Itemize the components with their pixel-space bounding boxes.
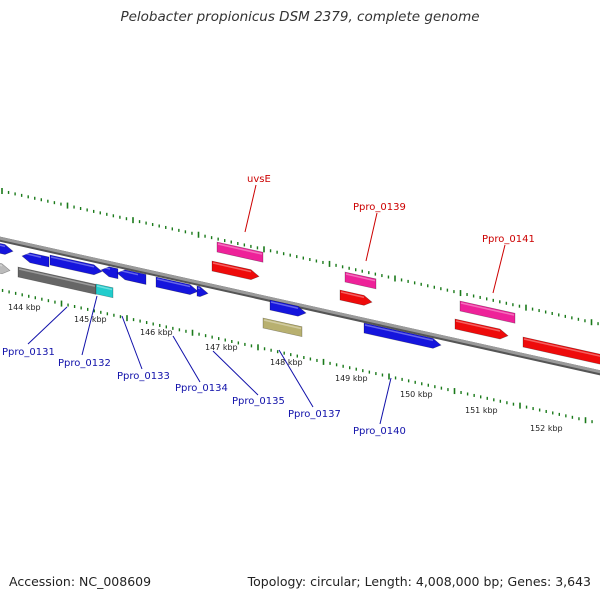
callout-ppro-0137 [278,349,314,408]
callout-ppro-0134 [172,335,201,383]
gene-label-ppro-0132: Ppro_0132 [58,358,111,369]
scale-label-148: 148 kbp [270,358,303,367]
scale-label-151: 151 kbp [465,406,498,415]
gene-red-b-highlight [340,291,365,299]
gene-blue-a-highlight [0,244,6,248]
gene-label-uvsE: uvsE [247,174,271,185]
gene-blue-c [49,254,103,276]
scale-label-146: 146 kbp [140,328,173,337]
gene-lightgray [0,263,11,275]
gene-cyan-highlight [96,285,113,291]
scale-label-149: 149 kbp [335,374,368,383]
callout-lines [27,184,506,425]
gene-blue-g [196,285,209,297]
gene-pink-uvsE-highlight [217,243,263,255]
gene-label-ppro-0133: Ppro_0133 [117,371,170,382]
callout-ppro-0141 [492,244,506,294]
gene-labels: uvsE Ppro_0139 Ppro_0141 Ppro_0131 Ppro_… [2,174,535,437]
scale-label-152: 152 kbp [530,424,563,433]
callout-ppro-0135 [212,350,259,396]
map-title: Pelobacter propionicus DSM 2379, complet… [120,9,480,25]
callout-ppro-0139 [365,212,378,262]
scale-label-144: 144 kbp [8,303,41,312]
gene-label-ppro-0135: Ppro_0135 [232,396,285,407]
gene-blue-e-highlight [117,269,139,276]
gene-blue-0140-highlight [364,324,434,342]
gene-label-ppro-0140: Ppro_0140 [353,426,406,437]
gene-blue-0140 [363,322,442,349]
gene-blue-0140-body [363,322,442,349]
gene-blue-g-body [196,285,209,297]
gene-red-b [339,289,373,306]
gene-blue-b-highlight [22,252,42,258]
gene-label-ppro-0131: Ppro_0131 [2,347,55,358]
gene-red-a [211,260,260,280]
inner-tick-row [1,288,593,424]
gene-blue-a-body [0,243,14,255]
topology-summary: Topology: circular; Length: 4,008,000 bp… [247,574,591,589]
gene-pink-0141-body [459,300,516,324]
accession-text: Accession: NC_008609 [9,574,152,589]
gene-label-ppro-0134: Ppro_0134 [175,383,228,394]
gene-cyan [95,283,114,299]
gene-blue-h-body [269,299,307,317]
gene-gray [17,266,97,295]
gene-cyan-body [95,283,114,299]
gene-lightgray-highlight [0,264,3,267]
gene-label-ppro-0139: Ppro_0139 [353,202,406,213]
gene-blue-a [0,243,14,255]
gene-label-ppro-0141: Ppro_0141 [482,234,535,245]
gene-pink-0139-highlight [345,273,376,282]
gene-lightgray-body [0,263,11,275]
gene-blue-d [100,266,119,280]
gene-blue-d-highlight [101,266,111,270]
gene-gray-highlight [18,268,96,287]
gene-gray-body [17,266,97,295]
gene-pink-uvsE [216,241,264,263]
gene-blue-c-body [49,254,103,276]
gene-blue-g-highlight [197,287,201,290]
callout-ppro-0140 [379,377,392,425]
gene-red-d-highlight [523,338,600,357]
gene-red-a-body [211,260,260,280]
gene-pink-0141-highlight [460,302,515,316]
gene-red-d [522,336,600,365]
gene-blue-f-highlight [156,278,191,288]
callout-ppro-0133 [121,315,143,370]
callout-ppro-0131 [27,306,68,345]
gene-pink-0139 [344,271,377,290]
gene-pink-0141 [459,300,516,324]
gene-pink-0139-body [344,271,377,290]
genome-axis [0,236,600,374]
gene-blue-h-highlight [270,301,299,309]
gene-blue-c-highlight [50,256,95,268]
gene-features [0,241,600,365]
gene-olive-highlight [263,319,302,330]
gene-red-b-body [339,289,373,306]
gene-pink-uvsE-body [216,241,264,263]
gene-blue-f-body [155,276,199,295]
outer-tick-row [1,188,599,326]
gene-red-a-highlight [212,262,252,273]
scale-label-150: 150 kbp [400,390,433,399]
callout-ppro-0132 [81,295,98,356]
gene-blue-h [269,299,307,317]
gene-red-c-highlight [455,320,501,332]
scale-labels: 144 kbp 145 kbp 146 kbp 147 kbp 148 kbp … [8,303,563,433]
scale-label-147: 147 kbp [205,343,238,352]
gene-blue-b [21,252,50,268]
scale-label-145: 145 kbp [74,315,107,324]
gene-label-ppro-0137: Ppro_0137 [288,409,341,420]
gene-red-c [454,318,509,340]
gene-olive [262,317,303,338]
gene-blue-f [155,276,199,295]
gene-red-c-body [454,318,509,340]
gene-red-d-body [522,336,600,365]
gene-blue-b-body [21,252,50,268]
gene-blue-e-body [116,269,147,285]
gene-blue-e [116,269,147,285]
gene-olive-body [262,317,303,338]
callout-uvsE [244,184,257,233]
